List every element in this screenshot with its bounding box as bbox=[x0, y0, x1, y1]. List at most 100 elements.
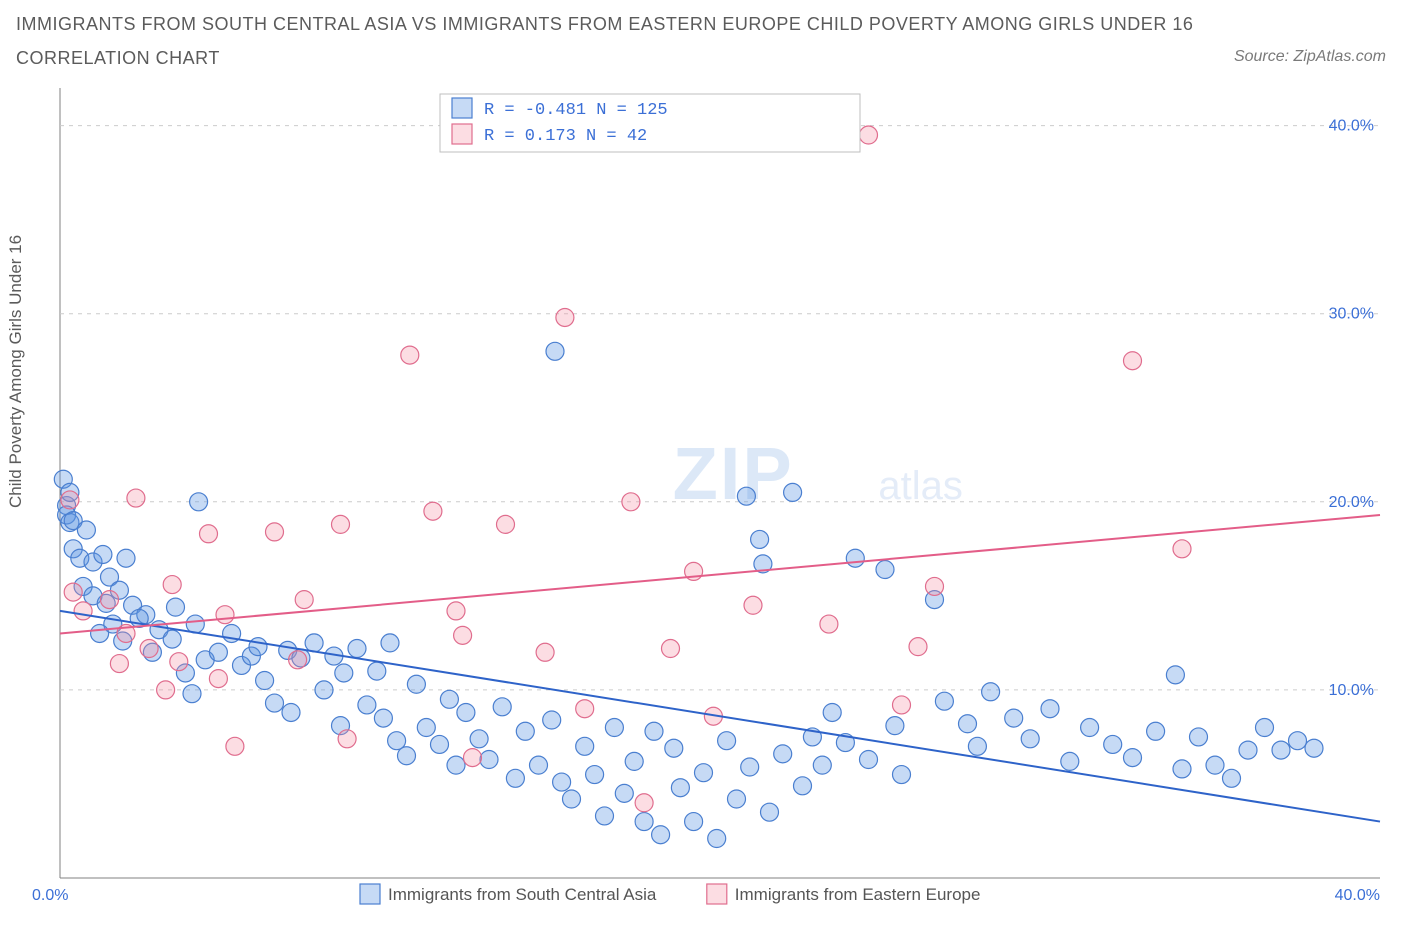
scatter-point-south_central_asia bbox=[1305, 739, 1323, 757]
scatter-point-south_central_asia bbox=[1173, 760, 1191, 778]
scatter-point-south_central_asia bbox=[761, 803, 779, 821]
scatter-point-eastern_europe bbox=[536, 643, 554, 661]
scatter-point-south_central_asia bbox=[886, 717, 904, 735]
scatter-point-south_central_asia bbox=[266, 694, 284, 712]
scatter-point-south_central_asia bbox=[1147, 722, 1165, 740]
bottom-legend-label-south_central_asia: Immigrants from South Central Asia bbox=[388, 885, 657, 904]
scatter-point-south_central_asia bbox=[530, 756, 548, 774]
y-tick-label: 30.0% bbox=[1329, 306, 1374, 323]
scatter-point-south_central_asia bbox=[398, 747, 416, 765]
scatter-point-south_central_asia bbox=[315, 681, 333, 699]
scatter-point-south_central_asia bbox=[190, 493, 208, 511]
scatter-point-south_central_asia bbox=[431, 735, 449, 753]
scatter-point-south_central_asia bbox=[774, 745, 792, 763]
chart-title: IMMIGRANTS FROM SOUTH CENTRAL ASIA VS IM… bbox=[16, 14, 1193, 35]
scatter-point-south_central_asia bbox=[652, 826, 670, 844]
scatter-point-eastern_europe bbox=[127, 489, 145, 507]
scatter-point-south_central_asia bbox=[77, 521, 95, 539]
scatter-point-south_central_asia bbox=[1239, 741, 1257, 759]
scatter-point-eastern_europe bbox=[662, 640, 680, 658]
scatter-point-eastern_europe bbox=[744, 596, 762, 614]
scatter-point-eastern_europe bbox=[332, 515, 350, 533]
scatter-point-eastern_europe bbox=[497, 515, 515, 533]
chart-subtitle: CORRELATION CHART bbox=[16, 48, 220, 69]
y-tick-label: 40.0% bbox=[1329, 118, 1374, 135]
scatter-point-south_central_asia bbox=[381, 634, 399, 652]
watermark-atlas: atlas bbox=[878, 464, 963, 508]
scatter-point-south_central_asia bbox=[982, 683, 1000, 701]
scatter-point-south_central_asia bbox=[91, 624, 109, 642]
scatter-point-south_central_asia bbox=[163, 630, 181, 648]
scatter-point-south_central_asia bbox=[440, 690, 458, 708]
scatter-point-south_central_asia bbox=[167, 598, 185, 616]
bottom-legend-label-eastern_europe: Immigrants from Eastern Europe bbox=[735, 885, 981, 904]
scatter-point-eastern_europe bbox=[110, 655, 128, 673]
scatter-point-south_central_asia bbox=[1190, 728, 1208, 746]
scatter-point-south_central_asia bbox=[1166, 666, 1184, 684]
scatter-point-eastern_europe bbox=[576, 700, 594, 718]
scatter-point-eastern_europe bbox=[454, 626, 472, 644]
scatter-point-eastern_europe bbox=[635, 794, 653, 812]
y-tick-label: 10.0% bbox=[1329, 682, 1374, 699]
scatter-point-south_central_asia bbox=[348, 640, 366, 658]
scatter-point-south_central_asia bbox=[447, 756, 465, 774]
scatter-point-south_central_asia bbox=[282, 703, 300, 721]
scatter-point-south_central_asia bbox=[563, 790, 581, 808]
scatter-point-eastern_europe bbox=[266, 523, 284, 541]
scatter-point-south_central_asia bbox=[493, 698, 511, 716]
scatter-point-south_central_asia bbox=[708, 830, 726, 848]
scatter-point-eastern_europe bbox=[926, 577, 944, 595]
scatter-point-eastern_europe bbox=[464, 749, 482, 767]
scatter-point-south_central_asia bbox=[249, 638, 267, 656]
scatter-point-south_central_asia bbox=[625, 752, 643, 770]
chart-canvas: ZIPatlas10.0%20.0%30.0%40.0%0.0%40.0%R =… bbox=[16, 88, 1390, 908]
scatter-point-south_central_asia bbox=[94, 545, 112, 563]
scatter-point-eastern_europe bbox=[140, 640, 158, 658]
scatter-point-south_central_asia bbox=[480, 751, 498, 769]
x-tick-label: 40.0% bbox=[1335, 887, 1380, 904]
trend-line-south_central_asia bbox=[60, 611, 1380, 822]
scatter-point-eastern_europe bbox=[163, 576, 181, 594]
scatter-point-eastern_europe bbox=[909, 638, 927, 656]
scatter-point-eastern_europe bbox=[893, 696, 911, 714]
scatter-point-south_central_asia bbox=[665, 739, 683, 757]
scatter-point-south_central_asia bbox=[407, 675, 425, 693]
scatter-point-south_central_asia bbox=[728, 790, 746, 808]
scatter-point-south_central_asia bbox=[305, 634, 323, 652]
scatter-point-south_central_asia bbox=[1223, 769, 1241, 787]
scatter-point-eastern_europe bbox=[64, 583, 82, 601]
scatter-point-eastern_europe bbox=[447, 602, 465, 620]
scatter-point-south_central_asia bbox=[1124, 749, 1142, 767]
scatter-point-south_central_asia bbox=[1041, 700, 1059, 718]
scatter-point-south_central_asia bbox=[959, 715, 977, 733]
scatter-point-eastern_europe bbox=[61, 491, 79, 509]
scatter-point-south_central_asia bbox=[368, 662, 386, 680]
scatter-point-south_central_asia bbox=[876, 561, 894, 579]
scatter-point-south_central_asia bbox=[546, 342, 564, 360]
scatter-point-south_central_asia bbox=[751, 530, 769, 548]
scatter-point-eastern_europe bbox=[226, 737, 244, 755]
scatter-point-eastern_europe bbox=[424, 502, 442, 520]
bottom-legend-swatch-south_central_asia bbox=[360, 884, 380, 904]
scatter-point-south_central_asia bbox=[1081, 719, 1099, 737]
legend-swatch-eastern_europe bbox=[452, 124, 472, 144]
scatter-point-south_central_asia bbox=[576, 737, 594, 755]
scatter-point-eastern_europe bbox=[209, 670, 227, 688]
scatter-point-eastern_europe bbox=[216, 606, 234, 624]
scatter-point-south_central_asia bbox=[553, 773, 571, 791]
source-value: ZipAtlas.com bbox=[1294, 48, 1386, 65]
legend-swatch-south_central_asia bbox=[452, 98, 472, 118]
scatter-point-eastern_europe bbox=[157, 681, 175, 699]
scatter-point-south_central_asia bbox=[209, 643, 227, 661]
scatter-point-south_central_asia bbox=[186, 615, 204, 633]
scatter-point-south_central_asia bbox=[596, 807, 614, 825]
scatter-point-south_central_asia bbox=[117, 549, 135, 567]
scatter-point-south_central_asia bbox=[506, 769, 524, 787]
scatter-point-south_central_asia bbox=[605, 719, 623, 737]
scatter-point-south_central_asia bbox=[893, 766, 911, 784]
scatter-point-south_central_asia bbox=[741, 758, 759, 776]
scatter-point-south_central_asia bbox=[695, 764, 713, 782]
scatter-point-south_central_asia bbox=[968, 737, 986, 755]
source-credit: Source: ZipAtlas.com bbox=[1234, 48, 1386, 66]
scatter-point-south_central_asia bbox=[1005, 709, 1023, 727]
